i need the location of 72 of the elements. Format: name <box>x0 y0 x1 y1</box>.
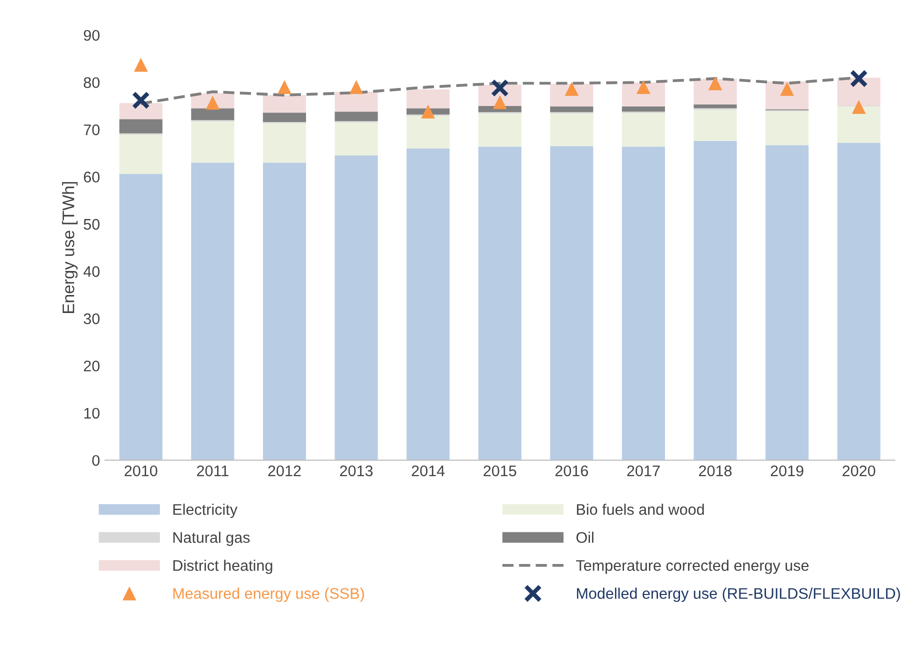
bar <box>622 113 665 147</box>
bar <box>119 134 162 174</box>
bar <box>766 111 809 146</box>
bar <box>766 145 809 460</box>
bar <box>837 142 880 460</box>
bar <box>837 106 880 143</box>
legend-label: Electricity <box>173 504 238 518</box>
bar <box>262 95 306 113</box>
x-tick-label: 2011 <box>197 465 228 476</box>
bar <box>622 106 665 112</box>
y-tick-label: 90 <box>84 30 100 41</box>
bar <box>191 162 234 460</box>
point <box>132 91 150 110</box>
y-tick-label: 60 <box>84 172 100 182</box>
bar <box>694 140 737 460</box>
bar <box>119 103 162 120</box>
x-tick-label: 2014 <box>412 465 445 476</box>
bar <box>262 112 306 122</box>
bar <box>334 122 378 156</box>
x-tick-label: 2019 <box>770 465 804 476</box>
bar <box>191 108 234 120</box>
bar <box>694 104 737 108</box>
y-tick-label: 20 <box>84 360 100 372</box>
bar <box>262 123 306 163</box>
y-tick-label: 30 <box>84 313 100 324</box>
point <box>636 80 650 94</box>
bar <box>191 122 234 163</box>
bar <box>406 148 450 460</box>
x-tick-label: 2017 <box>627 465 660 476</box>
x-tick-label: 2012 <box>268 465 301 476</box>
point <box>708 76 722 90</box>
legend-label: Oil <box>576 532 594 543</box>
point <box>850 70 868 88</box>
legend-label: Natural gas <box>173 532 250 546</box>
bar <box>406 89 450 108</box>
legend-label: Bio fuels and wood <box>576 504 704 515</box>
y-axis-title: Energy use [TWh] <box>62 182 78 313</box>
x-tick-label: 2016 <box>555 465 588 476</box>
y-tick-label: 40 <box>83 266 100 277</box>
point <box>134 58 148 72</box>
point <box>852 100 866 114</box>
y-tick-label: 0 <box>92 455 100 466</box>
y-tick-label: 70 <box>84 124 100 136</box>
text: Measured energy use (SSB) <box>173 588 364 602</box>
bar <box>262 162 306 460</box>
x-tick-label: 2015 <box>484 465 516 476</box>
point <box>278 80 292 94</box>
bar <box>334 112 378 122</box>
bar <box>550 146 594 460</box>
legend-label: District heating <box>173 560 272 574</box>
bar <box>622 146 665 460</box>
x-tick-label: 2010 <box>124 465 158 476</box>
bar <box>119 119 162 134</box>
bar <box>550 114 594 146</box>
y-tick-label: 10 <box>84 408 100 419</box>
text: Modelled energy use (RE-BUILDS/FLEXBUILD) <box>576 588 900 602</box>
legend-label: Temperature corrected energy use <box>576 560 809 574</box>
y-tick-label: 50 <box>84 218 100 230</box>
bar <box>478 146 522 460</box>
bar <box>119 174 162 460</box>
x-tick-label: 2013 <box>340 465 373 476</box>
bar <box>334 156 378 460</box>
y-tick-label: 80 <box>84 77 100 88</box>
x-tick-label: 2020 <box>842 465 876 476</box>
bar <box>478 114 522 147</box>
point <box>421 104 436 119</box>
bar <box>550 106 594 112</box>
point <box>349 80 364 94</box>
bar <box>334 92 378 112</box>
bar <box>406 116 450 148</box>
x-tick-label: 2018 <box>699 465 732 476</box>
bar <box>694 110 737 141</box>
